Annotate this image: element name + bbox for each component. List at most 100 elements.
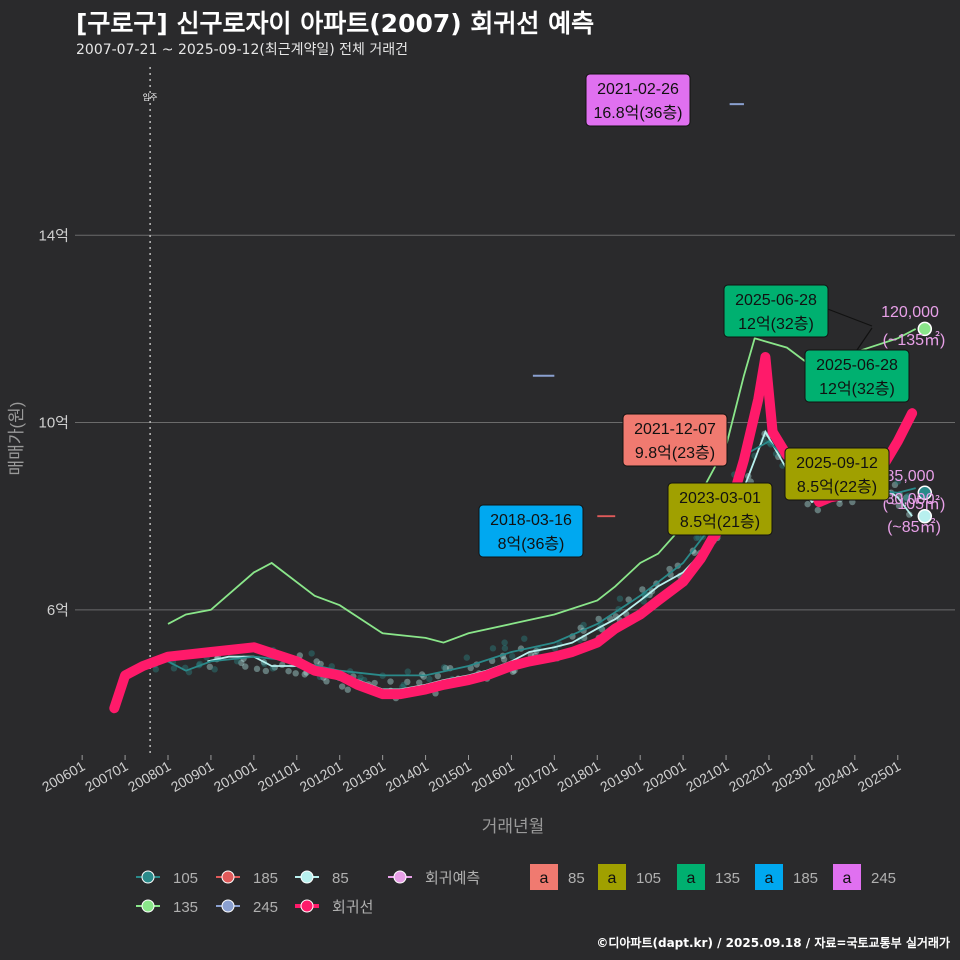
transaction-dot: [416, 679, 423, 686]
legend-box-label: 105: [636, 870, 661, 887]
y-tick-label: 10억: [39, 415, 70, 432]
legend-box-swatch: [755, 864, 783, 890]
transaction-dot: [814, 506, 822, 514]
annotation-bg: [804, 349, 910, 403]
x-tick-label: 202401: [812, 758, 861, 795]
transaction-dot: [387, 678, 394, 685]
legend-swatch-dot: [141, 899, 155, 913]
annotation-value: 16.8억(36층): [593, 104, 682, 122]
transaction-dot: [616, 595, 624, 602]
y-axis-label: 매매가(원): [7, 402, 26, 476]
annotation-date: 2025-09-12: [796, 455, 878, 472]
series-line-135: [167, 328, 917, 644]
x-axis-label: 거래년월: [482, 817, 545, 836]
transaction-dot: [625, 596, 632, 603]
x-tick-label: 201401: [383, 758, 432, 795]
legend-box-item: a 135: [677, 864, 740, 890]
transaction-dot: [242, 663, 249, 670]
annotation-value: 8억(36층): [498, 535, 565, 553]
x-tick-label: 200701: [82, 758, 131, 795]
annotation-date: 2018-03-16: [490, 512, 572, 529]
annotation-box: 2025-09-12 8.5억(22층): [784, 447, 890, 501]
transaction-dot: [426, 675, 433, 683]
transaction-dot: [501, 645, 509, 652]
transaction-dot: [206, 663, 214, 671]
transaction-dot: [903, 493, 911, 500]
legend-swatch-dot: [300, 870, 314, 884]
legend-label: 회귀선: [332, 899, 373, 916]
annotation-box: 2025-06-28 12억(32층): [723, 284, 873, 338]
legend-box-glyph: a: [765, 870, 774, 887]
transaction-dot: [901, 497, 908, 504]
x-tick-label: 201001: [211, 758, 260, 795]
annotation-date: 2025-06-28: [816, 357, 898, 374]
transaction-dot: [521, 635, 528, 642]
legend-box-swatch: [530, 864, 558, 890]
legend-label: 105: [173, 870, 198, 887]
forecast-area-label: (~105㎡): [883, 495, 946, 513]
forecast-marker: [917, 321, 933, 337]
transaction-dot: [253, 665, 261, 673]
transaction-dot: [906, 511, 913, 518]
transaction-dot: [693, 534, 700, 542]
legend-swatch-dot: [221, 870, 235, 884]
annotation-date: 2025-06-28: [735, 292, 817, 309]
legend-box-item: a 85: [530, 864, 585, 890]
transaction-dot: [152, 666, 160, 673]
legend-item: 245: [216, 899, 278, 916]
legend-box-item: a 245: [833, 864, 896, 890]
x-tick-label: 201601: [468, 758, 517, 795]
transaction-dot: [509, 653, 516, 660]
transaction-dot: [666, 565, 673, 573]
annotation-value: 8.5억(22층): [797, 478, 877, 496]
legend-box-item: a 185: [755, 864, 818, 890]
forecast-value-label: 80,000: [886, 491, 935, 508]
transaction-dot: [902, 494, 910, 501]
transaction-dot: [891, 481, 899, 489]
legend-item: 회귀예측: [388, 870, 480, 887]
legend-swatch-dot: [141, 870, 155, 884]
annotation-bg: [667, 482, 773, 536]
legend-swatch-dot: [221, 899, 235, 913]
annotation-box: 2021-02-26 16.8억(36층): [585, 73, 691, 127]
transaction-dot: [262, 667, 270, 675]
legend-box-label: 135: [715, 870, 740, 887]
x-tick-label: 201901: [597, 758, 646, 795]
transaction-dot: [404, 668, 412, 675]
transaction-dot: [895, 502, 903, 510]
x-tick-label: 200801: [125, 758, 174, 795]
legend-label: 회귀예측: [425, 870, 480, 887]
annotation-bg: [622, 413, 728, 467]
legend-label: 85: [332, 870, 349, 887]
y-tick-label: 14억: [39, 227, 70, 244]
transaction-dot: [313, 658, 320, 665]
transaction-dot: [404, 678, 411, 686]
annotation-date: 2021-02-26: [597, 81, 679, 98]
transaction-dot: [400, 681, 407, 689]
transaction-dot: [463, 654, 471, 661]
transaction-dot: [211, 666, 218, 673]
forecast-value-label: 85,000: [886, 468, 935, 485]
transaction-dot: [301, 671, 308, 678]
transaction-dot: [170, 665, 178, 672]
legend-item: 135: [136, 899, 198, 916]
legend-box-glyph: a: [540, 870, 549, 887]
credit-text: ©디아파트(dapt.kr) / 2025.09.18 / 자료=국토교통부 실…: [596, 936, 950, 950]
annotation-date: 2023-03-01: [679, 490, 761, 507]
x-tick-label: 202301: [769, 758, 818, 795]
annotation-bg: [784, 447, 890, 501]
move-in-label: 입주: [143, 93, 158, 102]
legend-box-label: 185: [793, 870, 818, 887]
annotation-box: 2023-03-01 8.5억(21층): [667, 482, 773, 536]
transaction-dot: [371, 679, 378, 687]
transaction-dot: [595, 615, 602, 623]
forecast-area-label: (~135㎡): [883, 331, 946, 349]
transaction-dot: [434, 672, 442, 680]
transaction-dot: [836, 500, 843, 507]
annotation-connector: [856, 327, 873, 351]
annotation-box: 2018-03-16 8억(36층): [478, 504, 584, 558]
legend-item: 85: [295, 870, 349, 887]
legend-swatch-dot: [300, 899, 314, 913]
legend-box-label: 85: [568, 870, 585, 887]
transaction-dot: [238, 659, 245, 667]
